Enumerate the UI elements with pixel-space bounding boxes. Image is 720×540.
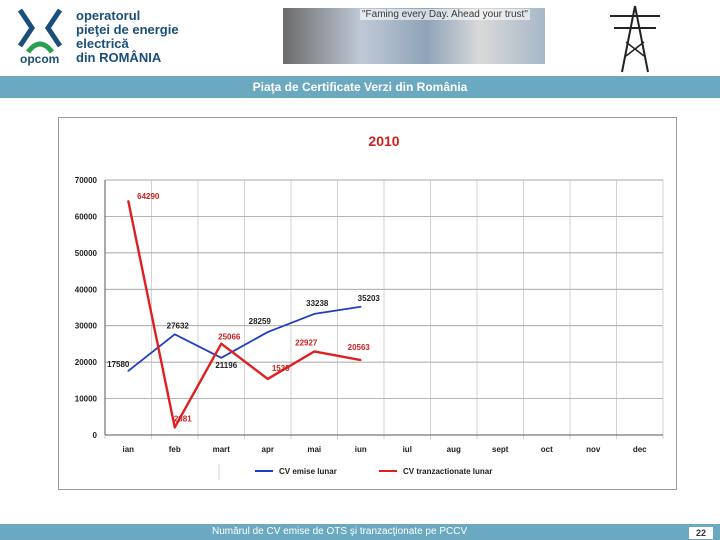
data-point [266,378,269,380]
data-label: 25066 [218,333,241,342]
logo-line-3: electrică [76,36,129,51]
y-tick-label: 50000 [75,249,98,258]
footer-bar: Numărul de CV emise de OTS şi tranzacţio… [0,524,720,540]
y-tick-label: 20000 [75,358,98,367]
legend-entry: CV emise lunar [279,467,337,476]
x-tick-label: sept [492,445,509,454]
data-point [313,313,316,315]
data-point [359,305,362,308]
data-point [220,356,223,359]
data-label: 2081 [174,414,192,423]
line-chart: 2010 0 10000 20000 30000 40000 50000 60000 70000… [75,133,664,480]
y-tick-label: 70000 [75,176,98,185]
x-tick-label: feb [169,445,181,454]
y-tick-label: 40000 [75,285,98,294]
data-label: 28259 [249,317,272,326]
y-tick-label: 10000 [75,395,98,404]
logo-text: operatorul pieţei de energie electrică d… [76,9,179,65]
transmission-tower-icon [610,5,660,73]
x-tick-label: oct [541,445,553,454]
data-point [266,331,269,333]
logo-brand: opcom [20,52,60,66]
data-label: 35203 [358,294,381,303]
data-point [127,370,130,372]
page-number: 22 [689,527,713,539]
data-point [173,333,176,336]
legend-entry: CV tranzactionate lunar [403,467,492,476]
chart-title: 2010 [368,133,399,149]
y-tick-label: 60000 [75,212,98,221]
data-point [173,426,176,429]
data-label: 33238 [306,299,329,308]
logo-line-2: pieţei de energie [76,22,179,37]
x-tick-label: iun [355,445,367,454]
x-tick-label: aug [447,445,461,454]
logo-line-4: din ROMÂNIA [76,50,162,65]
page-title: Piaţa de Certificate Verzi din România [0,76,720,98]
series-line [127,305,361,372]
x-tick-label: mart [213,445,231,454]
y-tick-label: 0 [93,431,98,440]
series-line [127,200,361,429]
data-point [127,200,130,202]
data-label: 1539 [272,364,290,373]
x-tick-label: apr [262,445,274,454]
data-label: 17580 [107,360,130,369]
data-point [220,342,223,345]
x-tick-label: nov [586,445,601,454]
banner-slogan: "Faming every Day. Ahead your trust" [360,9,530,20]
x-tick-label: ian [122,445,134,454]
data-point [313,350,316,353]
x-tick-label: iul [403,445,412,454]
x-tick-label: dec [633,445,647,454]
data-label: 21196 [215,361,237,370]
data-label: 22927 [295,338,318,347]
logo-line-1: operatorul [76,8,141,23]
data-label: 20563 [348,343,371,352]
data-label: 64290 [137,192,160,201]
chart-frame: 2010 0 10000 20000 30000 40000 50000 60000 70000… [58,117,677,490]
data-label: 27632 [167,321,190,330]
y-tick-label: 30000 [75,322,98,331]
opcom-logo-icon [18,8,62,54]
data-point [359,359,362,361]
header: opcom operatorul pieţei de energie elect… [0,0,720,76]
footer-caption: Numărul de CV emise de OTS şi tranzacţio… [212,526,468,537]
x-tick-label: mai [307,445,321,454]
